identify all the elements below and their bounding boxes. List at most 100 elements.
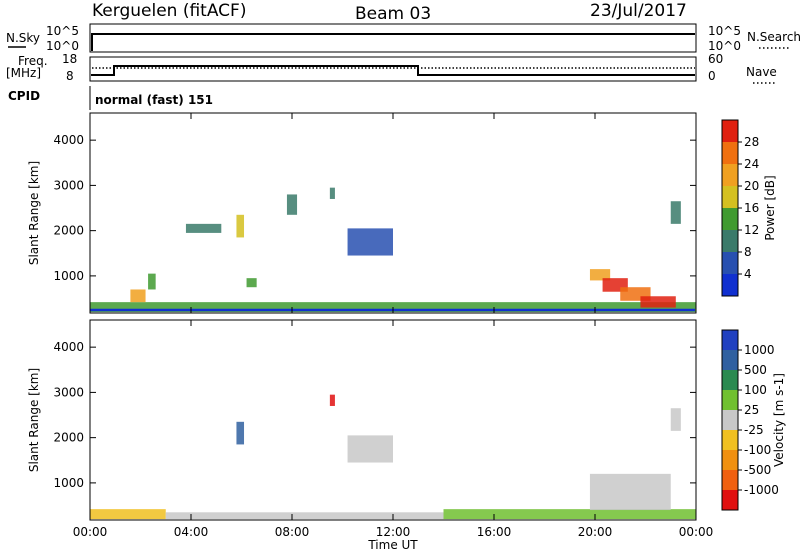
power-colorbar-swatch-7 (722, 120, 738, 142)
power-colorbar-swatch-5 (722, 164, 738, 186)
power-colorbar: 4 8 12 16 20 24 28 Power [dB] (721, 119, 777, 297)
velocity-colorbar-swatch-4 (722, 410, 738, 430)
freq-tick-bottom: 8 (66, 69, 74, 83)
power-colorbar-tick-5: 24 (744, 157, 759, 171)
time-tick-2: 08:00 (275, 525, 310, 539)
time-axis-label: Time UT (367, 538, 418, 552)
velocity-ytick-0: 1000 (53, 476, 84, 490)
velocity-colorbar-tick-0: 1000 (744, 343, 775, 357)
time-axis: 00:00 04:00 08:00 12:00 16:00 20:00 00:00 (73, 113, 714, 539)
power-colorbar-tick-3: 16 (744, 201, 759, 215)
power-region-12 (640, 296, 676, 308)
velocity-panel: 1000 2000 3000 4000 Slant Range [km] (27, 319, 697, 521)
power-ytick-1: 2000 (53, 224, 84, 238)
velocity-colorbar-tick-6: -500 (744, 463, 771, 477)
velocity-colorbar-tick-3: 25 (744, 403, 759, 417)
power-colorbar-tick-1: 8 (744, 245, 752, 259)
power-region-9 (589, 269, 611, 281)
velocity-region-4 (329, 394, 335, 406)
nsky-panel: N.Sky 10^5 10^0 10^5 10^0 N.Search (6, 23, 800, 53)
cpid-label: CPID (8, 89, 40, 103)
velocity-region-1 (165, 512, 444, 520)
power-region-1 (130, 289, 146, 303)
velocity-colorbar-swatch-7 (722, 350, 738, 370)
nave-tick-top: 60 (708, 52, 723, 66)
velocity-colorbar-swatch-2 (722, 450, 738, 470)
nsky-tick-top: 10^5 (46, 24, 79, 38)
power-colorbar-swatch-1 (722, 252, 738, 274)
power-region-7 (329, 187, 335, 199)
power-colorbar-tick-4: 20 (744, 179, 759, 193)
power-region-6 (286, 194, 298, 215)
velocity-colorbar-swatch-5 (722, 390, 738, 410)
velocity-colorbar: 1000 500 100 25 -25 -100 -500 -1000 Velocity [m… (721, 329, 786, 511)
power-colorbar-tick-0: 4 (744, 267, 752, 281)
velocity-colorbar-swatch-8 (722, 330, 738, 350)
freq-tick-top: 18 (62, 52, 77, 66)
nsearch-tick-top: 10^5 (708, 24, 741, 38)
power-colorbar-tick-2: 12 (744, 223, 759, 237)
velocity-region-3 (236, 421, 245, 445)
power-colorbar-swatch-2 (722, 230, 738, 252)
nsearch-tick-bottom: 10^0 (708, 39, 741, 53)
velocity-ytick-3: 4000 (53, 340, 84, 354)
velocity-ytick-2: 3000 (53, 385, 84, 399)
velocity-colorbar-tick-2: 100 (744, 383, 767, 397)
freq-nave-panel: Freq. [MHz] 18 8 60 0 Nave (6, 52, 777, 84)
power-panel: 1000 2000 3000 4000 Slant Range [km] (27, 112, 697, 314)
time-tick-1: 04:00 (174, 525, 209, 539)
velocity-colorbar-swatch-0 (722, 490, 738, 510)
cpid-panel: CPID normal (fast) 151 (8, 86, 213, 110)
nsky-tick-bottom: 10^0 (46, 39, 79, 53)
cpid-value: normal (fast) 151 (95, 93, 213, 107)
time-tick-4: 16:00 (477, 525, 512, 539)
nave-tick-bottom: 0 (708, 69, 716, 83)
freq-label: Freq. (18, 54, 48, 68)
velocity-colorbar-swatch-1 (722, 470, 738, 490)
beam-label: Beam 03 (355, 4, 431, 24)
power-colorbar-swatch-3 (722, 208, 738, 230)
power-ylabel: Slant Range [km] (27, 161, 41, 265)
velocity-heatmap-cells (90, 394, 696, 520)
date-label: 23/Jul/2017 (590, 1, 687, 21)
velocity-region-2 (443, 509, 696, 520)
velocity-colorbar-tick-7: -1000 (744, 483, 779, 497)
time-tick-5: 20:00 (578, 525, 613, 539)
power-region-13 (670, 201, 681, 224)
velocity-ylabel: Slant Range [km] (27, 368, 41, 472)
velocity-colorbar-swatch-6 (722, 370, 738, 390)
station-title: Kerguelen (fitACF) (92, 1, 246, 21)
freq-unit-label: [MHz] (6, 66, 41, 80)
power-ytick-0: 1000 (53, 269, 84, 283)
power-region-4 (236, 214, 245, 238)
velocity-colorbar-tick-5: -100 (744, 443, 771, 457)
velocity-region-7 (670, 408, 681, 431)
nsearch-label: N.Search (747, 30, 800, 44)
power-ytick-2: 3000 (53, 178, 84, 192)
time-tick-3: 12:00 (376, 525, 411, 539)
power-region-2 (148, 273, 156, 290)
time-tick-0: 00:00 (73, 525, 108, 539)
power-ytick-3: 4000 (53, 133, 84, 147)
power-heatmap-cells (90, 187, 696, 313)
power-colorbar-label: Power [dB] (763, 175, 777, 240)
velocity-colorbar-swatch-3 (722, 430, 738, 450)
velocity-colorbar-tick-1: 500 (744, 363, 767, 377)
velocity-ytick-1: 2000 (53, 431, 84, 445)
power-colorbar-swatch-0 (722, 274, 738, 296)
velocity-colorbar-tick-4: -25 (744, 423, 764, 437)
power-colorbar-swatch-4 (722, 186, 738, 208)
nsky-label: N.Sky (6, 31, 40, 45)
velocity-colorbar-label: Velocity [m s-1] (772, 373, 786, 467)
power-region-5 (246, 278, 257, 288)
power-region-8 (347, 228, 393, 256)
power-colorbar-swatch-6 (722, 142, 738, 164)
nave-label: Nave (746, 65, 777, 79)
velocity-region-0 (90, 509, 166, 520)
power-region-3 (185, 223, 222, 233)
power-colorbar-tick-6: 28 (744, 135, 759, 149)
velocity-region-6 (589, 473, 671, 511)
time-tick-6: 00:00 (679, 525, 714, 539)
velocity-region-5 (347, 435, 393, 463)
